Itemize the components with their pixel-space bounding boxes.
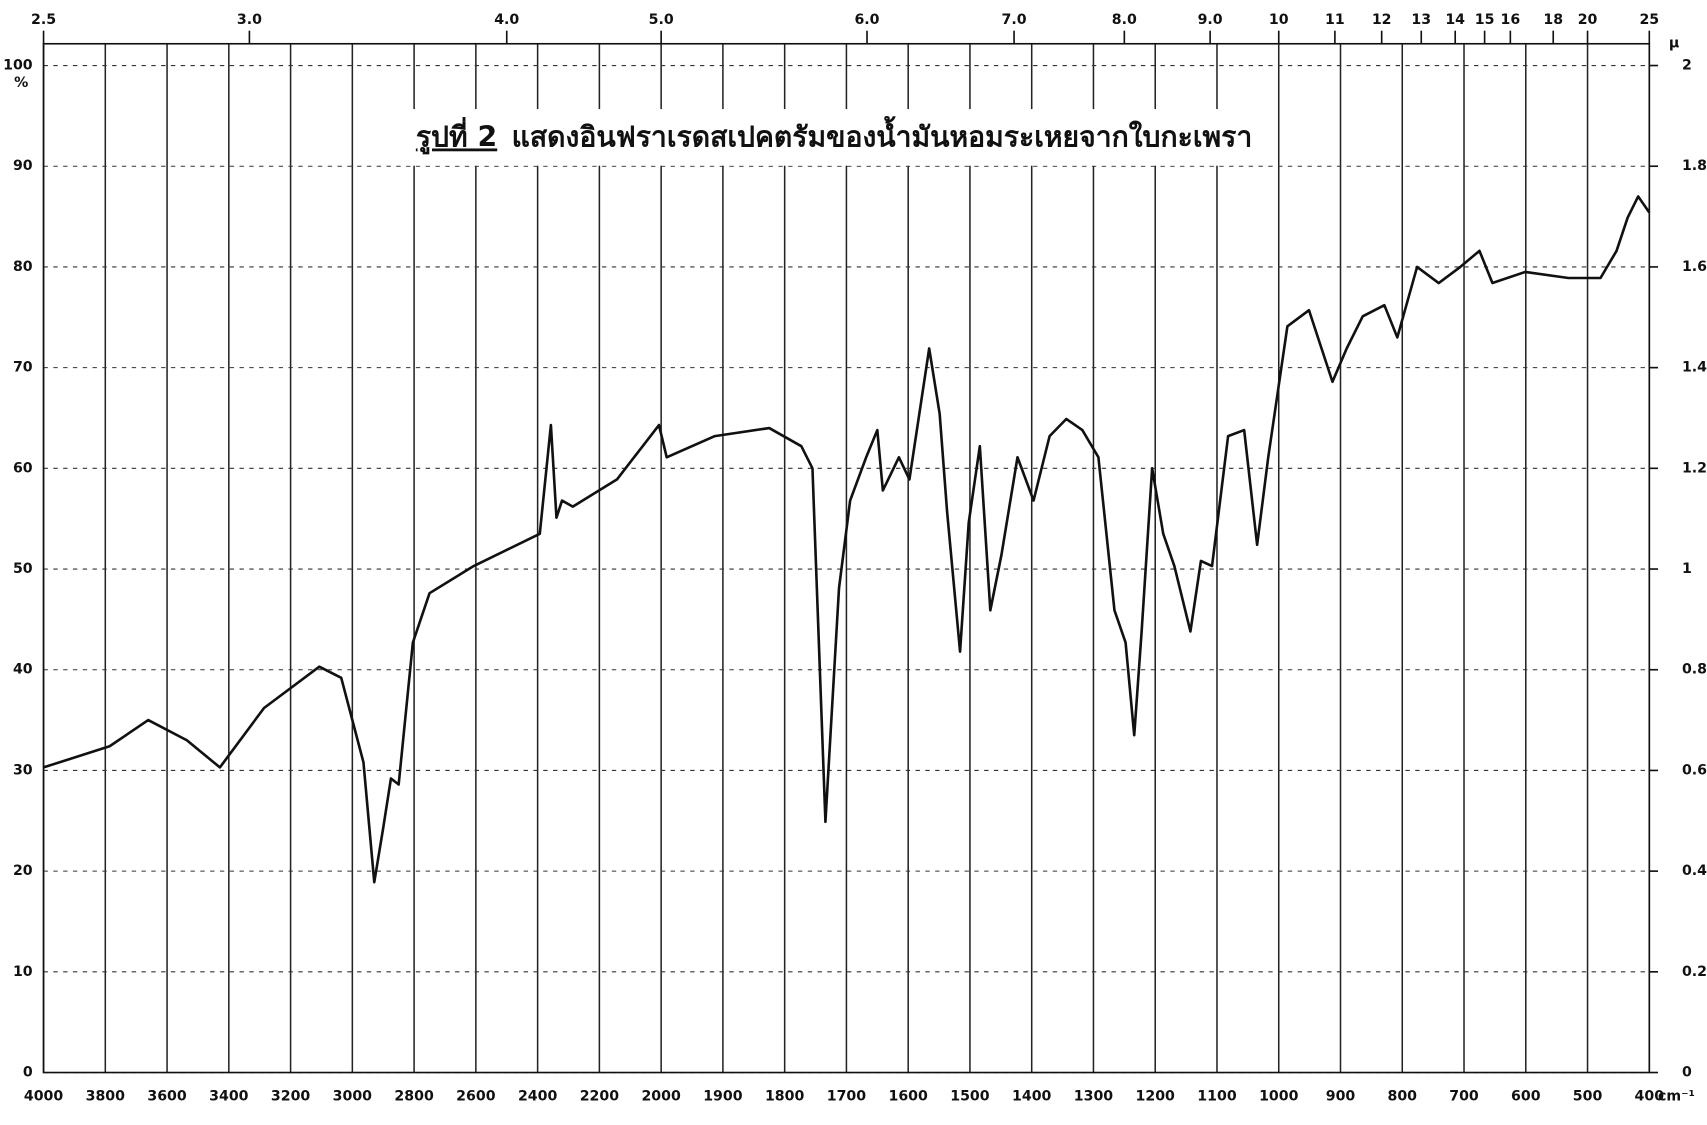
y2-tick-label: 2 (1682, 58, 1692, 74)
y2-tick-label: 0.2 (1682, 964, 1707, 980)
chart-title: แสดงอินฟราเรดสเปคตรัมของน้ำมันหอมระเหยจา… (512, 115, 1253, 153)
y-tick-label: 100 (3, 58, 33, 74)
x-tick-label: 3400 (209, 1088, 249, 1104)
x2-tick-label: 25 (1639, 12, 1659, 28)
x-tick-label: 1000 (1259, 1088, 1299, 1104)
x2-tick-label: 4.0 (494, 12, 519, 28)
x2-tick-label: 6.0 (854, 12, 879, 28)
y-tick-label: 70 (13, 360, 33, 376)
y2-tick-label: 1.2 (1682, 460, 1707, 476)
y-tick-label: 50 (13, 561, 33, 577)
x2-tick-label: 20 (1578, 12, 1598, 28)
y-tick-label: 20 (13, 863, 33, 879)
x-tick-label: 4000 (24, 1088, 64, 1104)
x2-tick-label: 7.0 (1002, 12, 1027, 28)
chart: 4000380036003400320030002800260024002200… (0, 0, 1707, 1125)
x2-tick-label: 16 (1500, 12, 1520, 28)
x2-tick-label: 14 (1445, 12, 1465, 28)
x2-tick-label: 13 (1411, 12, 1431, 28)
y2-tick-label: 0.8 (1682, 662, 1707, 678)
y2-tick-label: 0.6 (1682, 762, 1707, 778)
x-tick-label: 2600 (456, 1088, 496, 1104)
x-tick-label: 1500 (950, 1088, 990, 1104)
x-tick-label: 2800 (394, 1088, 434, 1104)
y-tick-label: 40 (13, 662, 33, 678)
y2-tick-label: 0 (1682, 1065, 1692, 1081)
x-tick-label: 2000 (641, 1088, 681, 1104)
x-tick-label: 1300 (1074, 1088, 1114, 1104)
x2-tick-label: 10 (1269, 12, 1289, 28)
y-tick-label: 30 (13, 762, 33, 778)
x-tick-label: 1100 (1197, 1088, 1237, 1104)
title-label: รูปที่ 2 (416, 116, 497, 154)
y2-tick-label: 1 (1682, 561, 1692, 577)
x2-tick-label: 3.0 (237, 12, 262, 28)
y2-tick-label: 1.8 (1682, 158, 1707, 174)
y2-tick-label: 1.6 (1682, 259, 1707, 275)
y-axis-label: % (14, 75, 28, 91)
x-tick-label: 3800 (86, 1088, 126, 1104)
x-tick-label: 1600 (889, 1088, 929, 1104)
y-tick-label: 0 (23, 1065, 33, 1081)
x-tick-label: 500 (1573, 1088, 1603, 1104)
x-tick-label: 1700 (827, 1088, 867, 1104)
x2-tick-label: 12 (1372, 12, 1392, 28)
x2-axis-label: μ (1669, 36, 1679, 52)
x-tick-label: 800 (1387, 1088, 1417, 1104)
x-tick-label: 1800 (765, 1088, 805, 1104)
x-tick-label: 900 (1326, 1088, 1356, 1104)
x2-tick-label: 15 (1475, 12, 1495, 28)
x-tick-label: 3200 (271, 1088, 311, 1104)
x2-tick-label: 8.0 (1112, 12, 1137, 28)
x2-tick-label: 9.0 (1198, 12, 1223, 28)
x-tick-label: 2400 (518, 1088, 558, 1104)
page: {"chart_data": { "type": "line", "title_… (0, 0, 1707, 1125)
x-tick-label: 600 (1511, 1088, 1541, 1104)
x-tick-label: 3600 (147, 1088, 187, 1104)
x2-tick-label: 11 (1325, 12, 1345, 28)
x-tick-label: 3000 (333, 1088, 373, 1104)
x2-tick-label: 5.0 (649, 12, 674, 28)
y-tick-label: 60 (13, 460, 33, 476)
y-tick-label: 80 (13, 259, 33, 275)
x2-tick-label: 2.5 (31, 12, 56, 28)
x-tick-label: 2200 (580, 1088, 620, 1104)
x-tick-label: 1900 (703, 1088, 743, 1104)
x-tick-label: 1400 (1012, 1088, 1052, 1104)
x2-tick-label: 18 (1543, 12, 1563, 28)
x-tick-label: 700 (1449, 1088, 1479, 1104)
x-tick-label: 1200 (1136, 1088, 1176, 1104)
y2-tick-label: 0.4 (1682, 863, 1707, 879)
y2-tick-label: 1.4 (1682, 360, 1707, 376)
x-axis-label: cm⁻¹ (1658, 1088, 1695, 1104)
y-tick-label: 10 (13, 964, 33, 980)
y-tick-label: 90 (13, 158, 33, 174)
